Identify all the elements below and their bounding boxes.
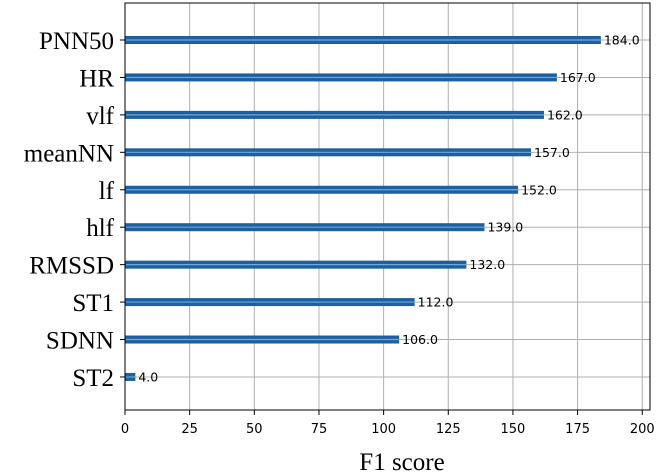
x-tick-label: 175 — [565, 422, 590, 437]
plot-frame — [124, 2, 651, 411]
y-axis-category-labels: PNN50 HR vlf meanNN lf hlf RMSSD ST1 SDNN ST2 — [24, 28, 115, 392]
category-label: PNN50 — [39, 28, 114, 55]
category-label: ST1 — [72, 290, 114, 317]
value-label: 132.0 — [469, 257, 505, 272]
category-label: vlf — [86, 103, 114, 130]
bars — [125, 36, 601, 381]
value-label: 162.0 — [547, 107, 583, 122]
category-label: lf — [99, 178, 115, 205]
x-axis-title: F1 score — [359, 449, 444, 476]
x-tick-label: 125 — [436, 422, 461, 437]
value-label: 152.0 — [521, 182, 557, 197]
value-label: 167.0 — [560, 70, 596, 85]
category-label: hlf — [86, 215, 114, 242]
category-label: meanNN — [24, 140, 114, 167]
category-label: RMSSD — [29, 253, 114, 280]
value-label: 184.0 — [604, 33, 640, 48]
category-label: SDNN — [46, 328, 114, 355]
value-label: 139.0 — [487, 220, 523, 235]
x-tick-label: 200 — [630, 422, 655, 437]
x-tick-label: 0 — [121, 422, 129, 437]
value-label: 106.0 — [402, 332, 438, 347]
bar-value-labels: 184.0 167.0 162.0 157.0 152.0 139.0 132.0 112.0… — [138, 33, 639, 385]
value-label: 4.0 — [138, 369, 158, 384]
x-axis-ticks: 0 25 50 75 100 125 150 175 200 — [120, 39, 655, 437]
category-label: HR — [79, 65, 114, 92]
value-label: 157.0 — [534, 145, 570, 160]
x-tick-label: 50 — [246, 422, 263, 437]
category-label: ST2 — [72, 365, 114, 392]
x-tick-label: 25 — [181, 422, 198, 437]
x-tick-label: 150 — [501, 422, 526, 437]
x-tick-label: 100 — [371, 422, 396, 437]
x-tick-label: 75 — [311, 422, 328, 437]
grid-lines — [124, 3, 650, 410]
value-label: 112.0 — [418, 295, 454, 310]
